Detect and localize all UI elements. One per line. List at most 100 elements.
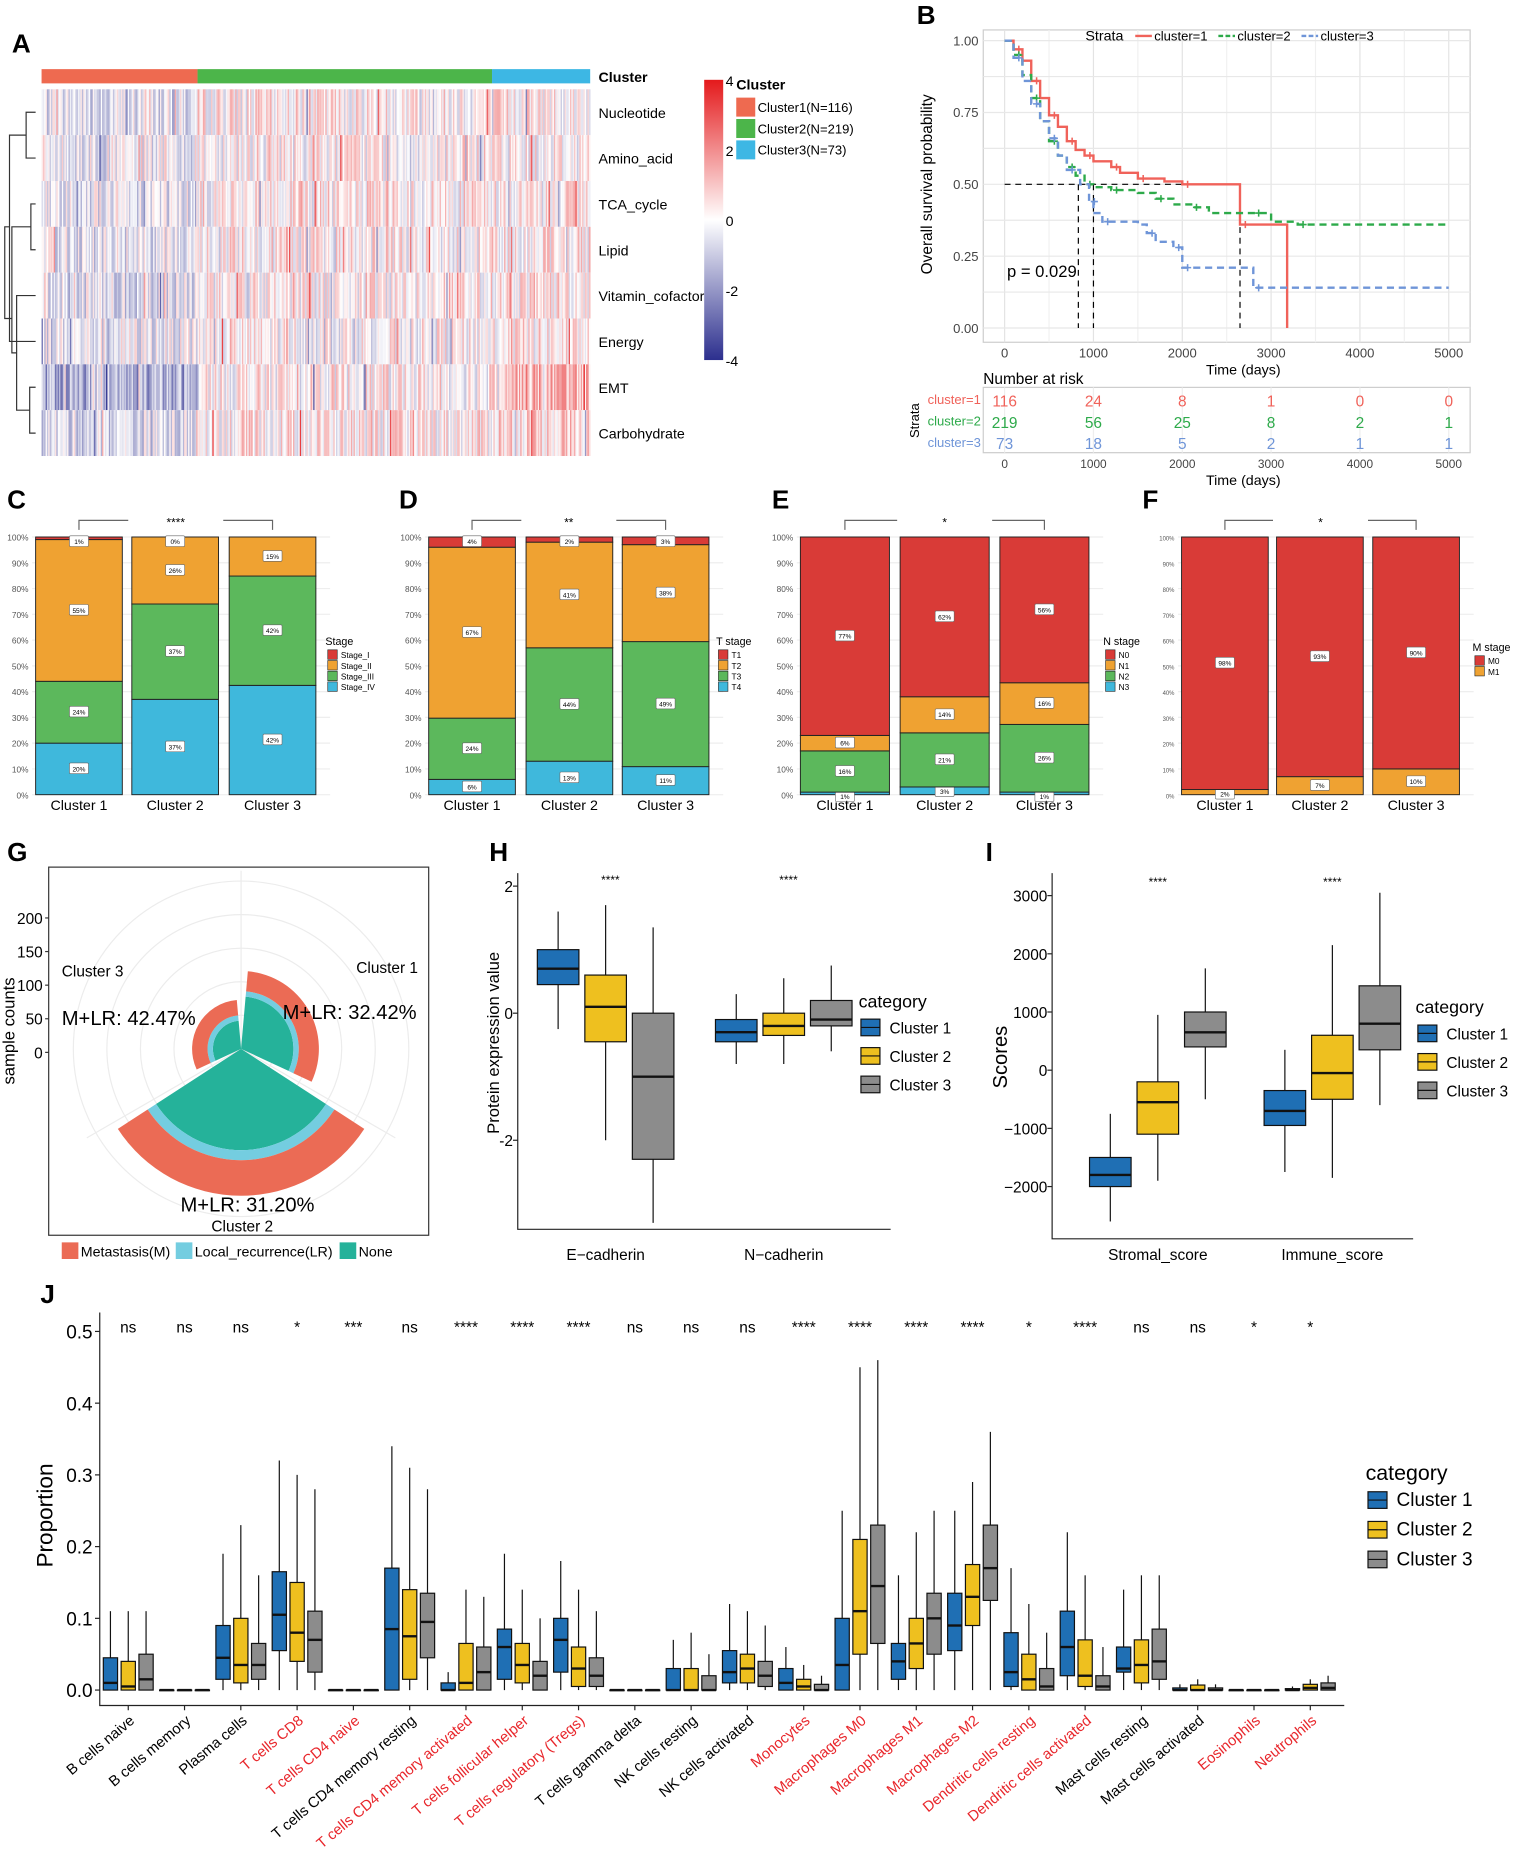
heatmap-cell bbox=[541, 364, 544, 411]
heatmap-cell bbox=[225, 180, 228, 227]
heatmap-cell bbox=[531, 272, 533, 319]
significance-label: **** bbox=[904, 1320, 928, 1337]
heatmap-cell bbox=[405, 89, 408, 136]
heatmap-cell bbox=[357, 364, 360, 411]
heatmap-cell bbox=[251, 180, 254, 227]
heatmap-cell bbox=[266, 364, 268, 411]
heatmap-cell bbox=[114, 410, 116, 457]
risk-y-label: Strata bbox=[907, 402, 922, 438]
heatmap-cell bbox=[322, 226, 325, 273]
heatmap-cell bbox=[496, 318, 498, 365]
heatmap-cell bbox=[295, 364, 298, 411]
heatmap-cell bbox=[570, 135, 572, 181]
heatmap-cell bbox=[479, 135, 482, 181]
heatmap-cell bbox=[317, 135, 319, 181]
heatmap-cell bbox=[582, 364, 584, 411]
heatmap-cell bbox=[170, 272, 173, 319]
heatmap-cell bbox=[448, 272, 451, 319]
heatmap-cell bbox=[166, 89, 169, 136]
heatmap-cell bbox=[283, 226, 286, 273]
heatmap-cell bbox=[404, 135, 407, 181]
heatmap-cell bbox=[192, 272, 194, 319]
heatmap-cell bbox=[263, 180, 266, 227]
heatmap-cell bbox=[60, 272, 63, 319]
heatmap-cell bbox=[547, 89, 549, 136]
heatmap-cell bbox=[71, 272, 73, 319]
legend-label: Cluster 1 bbox=[1397, 1490, 1473, 1511]
heatmap-cell bbox=[494, 89, 497, 136]
heatmap-cell bbox=[142, 318, 145, 365]
heatmap-cell bbox=[180, 272, 182, 319]
heatmap-cell bbox=[45, 410, 48, 457]
heatmap-cell bbox=[174, 364, 177, 411]
heatmap-cell bbox=[576, 135, 579, 181]
heatmap-cell bbox=[482, 272, 485, 319]
heatmap-cell bbox=[220, 318, 223, 365]
heatmap-cell bbox=[154, 318, 157, 365]
heatmap-cell bbox=[525, 226, 528, 273]
legend-swatch bbox=[1105, 649, 1116, 660]
heatmap-cell bbox=[388, 226, 391, 273]
heatmap-cell bbox=[149, 180, 151, 227]
heatmap-cell bbox=[147, 89, 150, 136]
heatmap-cell bbox=[345, 364, 348, 411]
heatmap-cell bbox=[270, 272, 272, 319]
heatmap-cell bbox=[458, 135, 461, 181]
heatmap-cell bbox=[321, 226, 323, 273]
heatmap-cell bbox=[561, 364, 564, 411]
heatmap-cell bbox=[255, 135, 258, 181]
heatmap-cell bbox=[412, 226, 415, 273]
heatmap-cell bbox=[96, 135, 99, 181]
heatmap-cell bbox=[259, 364, 262, 411]
heatmap-cell bbox=[247, 272, 249, 319]
heatmap-cell bbox=[293, 272, 295, 319]
heatmap-cell bbox=[192, 180, 194, 227]
heatmap-cell bbox=[340, 272, 342, 319]
heatmap-cell bbox=[510, 89, 513, 136]
heatmap-cell bbox=[535, 89, 537, 136]
heatmap-cell bbox=[478, 410, 481, 457]
heatmap-cell bbox=[490, 180, 493, 227]
data-label: 37% bbox=[169, 744, 182, 751]
panel-label-j: J bbox=[40, 1279, 55, 1309]
heatmap-cell bbox=[217, 135, 220, 181]
heatmap-cell bbox=[264, 135, 267, 181]
heatmap-cell bbox=[564, 318, 567, 365]
heatmap-cell bbox=[145, 89, 147, 136]
heatmap-cell bbox=[272, 318, 275, 365]
heatmap-cell bbox=[94, 272, 96, 319]
heatmap-cell bbox=[291, 226, 294, 273]
heatmap-cell bbox=[306, 410, 309, 457]
heatmap-cell bbox=[200, 364, 202, 411]
heatmap-cell bbox=[127, 135, 130, 181]
heatmap-cell bbox=[479, 226, 482, 273]
heatmap-cell bbox=[92, 318, 95, 365]
heatmap-cell bbox=[77, 135, 80, 181]
heatmap-cell bbox=[48, 272, 50, 319]
data-label-box bbox=[262, 733, 283, 746]
heatmap-cell bbox=[455, 180, 458, 227]
heatmap-cell bbox=[275, 272, 278, 319]
heatmap-cell bbox=[409, 410, 412, 457]
heatmap-cell bbox=[528, 364, 531, 411]
heatmap-cell bbox=[440, 410, 443, 457]
heatmap-cell bbox=[563, 135, 565, 181]
heatmap-cell bbox=[541, 226, 544, 273]
heatmap-cell bbox=[180, 226, 182, 273]
heatmap-cell bbox=[342, 226, 345, 273]
heatmap-cell bbox=[115, 410, 118, 457]
heatmap-cell bbox=[422, 180, 424, 227]
heatmap-cell bbox=[128, 364, 131, 411]
heatmap-cell bbox=[158, 272, 161, 319]
heatmap-cell bbox=[231, 180, 233, 227]
heatmap-cell bbox=[267, 226, 270, 273]
heatmap-cell bbox=[258, 318, 260, 365]
data-label-box bbox=[165, 740, 185, 753]
heatmap-cell bbox=[510, 410, 513, 457]
heatmap-cell bbox=[544, 226, 547, 273]
y-axis-label: Scores bbox=[990, 1026, 1012, 1089]
heatmap-cell bbox=[349, 180, 352, 227]
heatmap-cell bbox=[67, 318, 69, 365]
heatmap-cell bbox=[210, 180, 213, 227]
heatmap-cell bbox=[178, 180, 181, 227]
